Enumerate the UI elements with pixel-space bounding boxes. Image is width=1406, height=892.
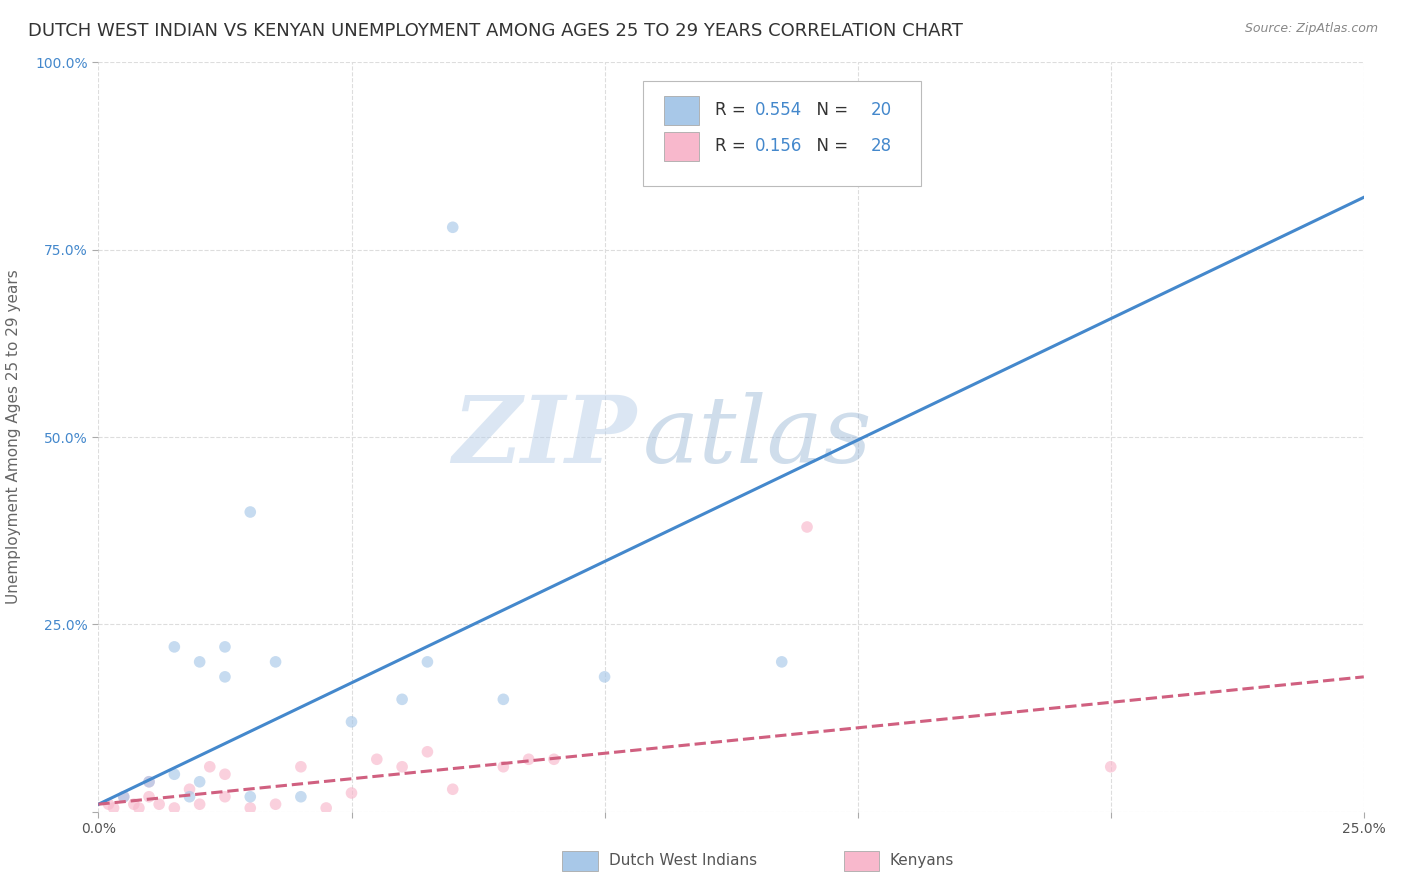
- Text: ZIP: ZIP: [451, 392, 636, 482]
- Text: R =: R =: [714, 137, 751, 155]
- Point: [492, 692, 515, 706]
- Text: DUTCH WEST INDIAN VS KENYAN UNEMPLOYMENT AMONG AGES 25 TO 29 YEARS CORRELATION C: DUTCH WEST INDIAN VS KENYAN UNEMPLOYMENT…: [28, 22, 963, 40]
- Text: N =: N =: [806, 102, 853, 120]
- Text: 0.554: 0.554: [755, 102, 803, 120]
- Point: [796, 520, 818, 534]
- Text: R =: R =: [714, 102, 751, 120]
- Point: [128, 801, 150, 815]
- Point: [239, 801, 262, 815]
- Point: [138, 789, 160, 804]
- Point: [264, 797, 287, 812]
- Point: [188, 655, 211, 669]
- Point: [492, 760, 515, 774]
- Point: [138, 774, 160, 789]
- Text: atlas: atlas: [643, 392, 872, 482]
- Point: [163, 801, 186, 815]
- Point: [239, 505, 262, 519]
- Point: [163, 640, 186, 654]
- Point: [340, 714, 363, 729]
- Point: [214, 789, 236, 804]
- Point: [543, 752, 565, 766]
- Point: [517, 752, 540, 766]
- Point: [103, 801, 125, 815]
- Text: N =: N =: [806, 137, 853, 155]
- Text: Dutch West Indians: Dutch West Indians: [609, 854, 756, 868]
- Point: [391, 692, 413, 706]
- Point: [188, 774, 211, 789]
- Point: [214, 640, 236, 654]
- FancyBboxPatch shape: [643, 81, 921, 186]
- Text: Source: ZipAtlas.com: Source: ZipAtlas.com: [1244, 22, 1378, 36]
- Text: 20: 20: [870, 102, 891, 120]
- Point: [416, 745, 439, 759]
- Text: Kenyans: Kenyans: [890, 854, 955, 868]
- FancyBboxPatch shape: [664, 96, 699, 125]
- Point: [290, 760, 312, 774]
- Point: [148, 797, 170, 812]
- Point: [112, 789, 135, 804]
- Point: [391, 760, 413, 774]
- Point: [340, 786, 363, 800]
- Point: [416, 655, 439, 669]
- Point: [198, 760, 221, 774]
- Point: [593, 670, 616, 684]
- Point: [112, 789, 135, 804]
- Point: [179, 789, 201, 804]
- Point: [239, 789, 262, 804]
- Point: [188, 797, 211, 812]
- Point: [290, 789, 312, 804]
- Point: [770, 655, 793, 669]
- Point: [97, 797, 120, 812]
- Text: 0.156: 0.156: [755, 137, 803, 155]
- Y-axis label: Unemployment Among Ages 25 to 29 years: Unemployment Among Ages 25 to 29 years: [7, 269, 21, 605]
- Point: [179, 782, 201, 797]
- Point: [138, 774, 160, 789]
- Point: [1099, 760, 1122, 774]
- FancyBboxPatch shape: [664, 132, 699, 161]
- Point: [366, 752, 388, 766]
- Point: [441, 220, 464, 235]
- Text: 28: 28: [870, 137, 891, 155]
- Point: [214, 670, 236, 684]
- Point: [122, 797, 145, 812]
- Point: [214, 767, 236, 781]
- Point: [315, 801, 337, 815]
- Point: [264, 655, 287, 669]
- Point: [441, 782, 464, 797]
- Point: [163, 767, 186, 781]
